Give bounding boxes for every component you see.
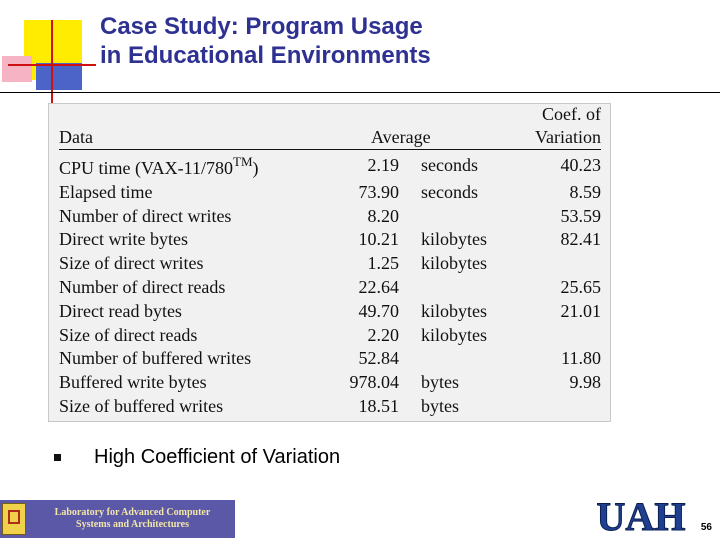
bullet-square-icon: [54, 454, 61, 461]
lab-line-1: Laboratory for Advanced Computer: [54, 507, 211, 518]
table-body: CPU time (VAX-11/780TM) 2.19 seconds 40.…: [59, 150, 601, 419]
cell-data: Elapsed time: [59, 181, 153, 202]
cell-unit: seconds: [421, 181, 478, 202]
title-divider: [0, 92, 720, 93]
cell-average: 52.84: [358, 348, 400, 369]
cell-coef: 53.59: [560, 205, 602, 226]
table-row: Number of direct writes 8.20 53.59: [59, 205, 601, 229]
cell-unit: kilobytes: [421, 300, 487, 321]
cell-data: Buffered write bytes: [59, 372, 207, 393]
table-row: Number of direct reads 22.64 25.65: [59, 276, 601, 300]
data-table-panel: Coef. of Data Average Variation CPU time…: [48, 103, 611, 422]
uah-logo-text: UAH: [597, 494, 686, 537]
cell-data: Direct read bytes: [59, 300, 182, 321]
header-average: Average: [333, 125, 511, 150]
cell-unit: [399, 205, 511, 229]
cell-unit: [399, 276, 511, 300]
cell-unit: bytes: [421, 395, 459, 416]
decor-red-horizontal-line: [8, 64, 96, 66]
cell-unit: kilobytes: [421, 253, 487, 274]
header-coef-line2: Variation: [511, 125, 601, 150]
cell-average: 18.51: [358, 395, 400, 416]
cell-unit: [399, 347, 511, 371]
title-line-1: Case Study: Program Usage: [100, 13, 423, 40]
cell-average: 2.19: [367, 154, 400, 175]
cell-average: 1.25: [367, 253, 400, 274]
lab-banner-text: Laboratory for Advanced Computer Systems…: [30, 507, 235, 531]
table-row: Direct read bytes 49.70 kilobytes 21.01: [59, 300, 601, 324]
table-row: Buffered write bytes 978.04 bytes 9.98: [59, 371, 601, 395]
cell-data: Number of direct writes: [59, 205, 232, 226]
cell-average: 73.90: [358, 181, 400, 202]
cell-coef: [511, 252, 601, 276]
lab-line-2: Systems and Architectures: [76, 519, 189, 530]
decor-red-vertical-line: [51, 20, 53, 103]
table-row: Direct write bytes 10.21 kilobytes 82.41: [59, 228, 601, 252]
title-line-2: in Educational Environments: [100, 42, 431, 69]
lab-banner: [0, 500, 235, 538]
usage-table: Coef. of Data Average Variation CPU time…: [59, 104, 601, 419]
cell-average: 22.64: [358, 276, 400, 297]
table-row: Number of buffered writes 52.84 11.80: [59, 347, 601, 371]
slide-title: Case Study: Program Usage in Educational…: [100, 12, 700, 70]
table-row: Size of direct writes 1.25 kilobytes: [59, 252, 601, 276]
table-row: Size of buffered writes 18.51 bytes: [59, 395, 601, 419]
lab-logo-icon: [2, 503, 26, 535]
cell-data: Size of buffered writes: [59, 395, 224, 416]
cell-data: Size of direct writes: [59, 253, 204, 274]
cell-coef: [511, 395, 601, 419]
cell-coef: 40.23: [560, 154, 602, 175]
header-data: Data: [59, 125, 333, 150]
cell-average: 978.04: [349, 372, 400, 393]
cell-unit: kilobytes: [421, 229, 487, 250]
cell-average: 8.20: [367, 205, 400, 226]
cell-average: 2.20: [367, 324, 400, 345]
decor-pink-square: [2, 56, 32, 82]
cell-coef: [511, 324, 601, 348]
table-row: Elapsed time 73.90 seconds 8.59: [59, 181, 601, 205]
table-row: Size of direct reads 2.20 kilobytes: [59, 324, 601, 348]
cell-data: Size of direct reads: [59, 324, 198, 345]
cell-coef: 8.59: [569, 181, 602, 202]
cell-unit: kilobytes: [421, 324, 487, 345]
bullet-text: High Coefficient of Variation: [94, 446, 341, 468]
header-coef-line1: Coef. of: [542, 104, 601, 124]
cell-coef: 9.98: [569, 372, 602, 393]
page-number: 56: [700, 522, 712, 533]
cell-unit: bytes: [421, 372, 459, 393]
cell-data: Number of buffered writes: [59, 348, 252, 369]
cell-average: 10.21: [358, 229, 400, 250]
cell-data: Number of direct reads: [59, 276, 226, 297]
cell-data: CPU time (VAX-11/780TM): [59, 154, 259, 178]
decor-blue-square: [36, 63, 82, 90]
cell-coef: 21.01: [560, 300, 602, 321]
cell-data: Direct write bytes: [59, 229, 188, 250]
cell-coef: 82.41: [560, 229, 602, 250]
table-row: CPU time (VAX-11/780TM) 2.19 seconds 40.…: [59, 150, 601, 181]
cell-average: 49.70: [358, 300, 400, 321]
cell-coef: 25.65: [560, 276, 602, 297]
cell-unit: seconds: [421, 154, 478, 175]
uah-logo: UAH: [596, 494, 686, 538]
cell-coef: 11.80: [561, 348, 601, 369]
